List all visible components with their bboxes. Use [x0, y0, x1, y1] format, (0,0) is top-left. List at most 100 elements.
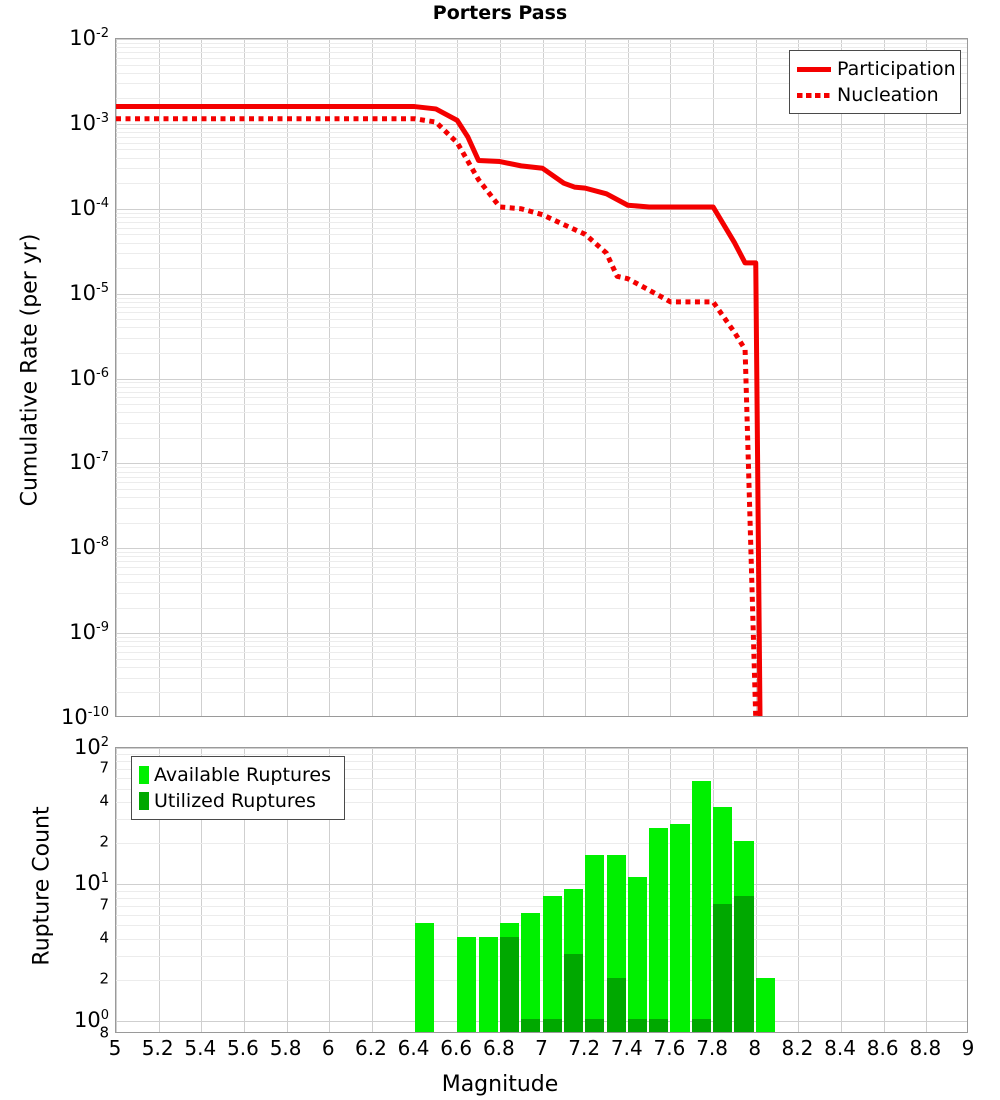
- gridline-horizontal-major: [116, 1021, 967, 1022]
- gridline-horizontal-minor: [116, 692, 967, 693]
- gridline-vertical: [159, 748, 160, 1032]
- gridline-vertical: [415, 39, 416, 716]
- gridline-horizontal-minor: [116, 472, 967, 473]
- legend-label-nucleation: Nucleation: [837, 83, 939, 106]
- x-tick: 7.2: [568, 1036, 601, 1060]
- gridline-horizontal-major: [116, 548, 967, 549]
- legend-label-participation: Participation: [837, 57, 956, 80]
- gridline-horizontal-major: [116, 748, 967, 749]
- gridline-vertical: [756, 748, 757, 1032]
- bar-group[interactable]: [713, 748, 733, 1032]
- x-tick: 6.2: [354, 1036, 387, 1060]
- gridline-horizontal-major: [116, 379, 967, 380]
- gridline-horizontal-minor: [116, 482, 967, 483]
- bar-utilized: [649, 1018, 669, 1032]
- bar-group[interactable]: [585, 748, 605, 1032]
- bar-group[interactable]: [542, 748, 562, 1032]
- gridline-vertical: [244, 39, 245, 716]
- gridline-horizontal-minor: [116, 915, 967, 916]
- bar-utilized: [521, 1018, 541, 1032]
- bottom-y-tick-minor: 8: [99, 1023, 109, 1042]
- bar-group[interactable]: [499, 748, 520, 1032]
- gridline-horizontal-minor: [116, 149, 967, 150]
- x-tick: 6.4: [397, 1036, 430, 1060]
- x-tick: 6.6: [440, 1036, 473, 1060]
- gridline-horizontal-minor: [116, 183, 967, 184]
- bar-utilized: [542, 1018, 562, 1032]
- gridline-horizontal-major: [116, 209, 967, 210]
- bar-group[interactable]: [563, 748, 584, 1032]
- bar-group[interactable]: [457, 748, 477, 1032]
- x-tick: 5.6: [227, 1036, 259, 1060]
- gridline-horizontal-minor: [116, 608, 967, 609]
- bar-group[interactable]: [670, 748, 690, 1032]
- bar-utilized: [563, 953, 584, 1032]
- top-gridlines: [116, 39, 967, 716]
- gridline-vertical: [926, 748, 927, 1032]
- gridline-vertical: [329, 748, 330, 1032]
- gridline-horizontal-minor: [116, 523, 967, 524]
- top-y-tick: 10-7: [69, 450, 109, 475]
- bar-group[interactable]: [414, 748, 434, 1032]
- gridline-horizontal-minor: [116, 646, 967, 647]
- gridline-horizontal-major: [116, 884, 967, 885]
- top-y-tick: 10-4: [69, 195, 109, 220]
- gridline-horizontal-major: [116, 39, 967, 40]
- bar-group[interactable]: [606, 748, 626, 1032]
- bar-group[interactable]: [627, 748, 648, 1032]
- bar-group[interactable]: [649, 748, 669, 1032]
- bar-group[interactable]: [755, 748, 776, 1032]
- bar-group[interactable]: [734, 748, 754, 1032]
- legend-item-nucleation[interactable]: Nucleation: [797, 82, 951, 108]
- gridline-vertical: [116, 39, 117, 716]
- bar-utilized: [713, 903, 733, 1032]
- top-series-layer: [116, 104, 763, 716]
- bottom-y-tick-minor: 2: [99, 969, 109, 988]
- gridline-horizontal-minor: [116, 980, 967, 981]
- gridline-horizontal-minor: [116, 561, 967, 562]
- bottom-panel: Rupture Count 102 101 100 7 4 2 7 4 2 8 Available…: [0, 736, 1000, 1100]
- gridline-horizontal-minor: [116, 467, 967, 468]
- gridline-horizontal-minor: [116, 497, 967, 498]
- bar-group[interactable]: [478, 748, 498, 1032]
- dark-green-square-swatch: [139, 792, 149, 810]
- bar-group[interactable]: [691, 748, 712, 1032]
- gridline-horizontal-minor: [116, 652, 967, 653]
- legend-label-utilized-ruptures: Utilized Ruptures: [154, 789, 316, 812]
- bar-utilized: [627, 1018, 648, 1032]
- gridline-horizontal-minor: [116, 637, 967, 638]
- gridline-vertical: [670, 39, 671, 716]
- gridline-vertical: [585, 39, 586, 716]
- top-y-tick-labels: 10-2 10-3 10-4 10-5 10-6 10-7 10-8 10-9 10-10: [0, 0, 109, 740]
- legend-item-utilized-ruptures[interactable]: Utilized Ruptures: [139, 788, 335, 814]
- gridline-horizontal-minor: [116, 312, 967, 313]
- page-title: Porters Pass: [432, 2, 568, 24]
- gridline-horizontal-minor: [116, 412, 967, 413]
- gridline-vertical: [798, 748, 799, 1032]
- legend-item-participation[interactable]: Participation: [797, 56, 956, 82]
- gridline-horizontal-minor: [116, 906, 967, 907]
- gridline-horizontal-minor: [116, 769, 967, 770]
- bottom-y-tick-minor: 4: [99, 928, 109, 947]
- bar-utilized: [691, 1018, 712, 1032]
- gridline-horizontal-major: [116, 294, 967, 295]
- gridline-horizontal-minor: [116, 898, 967, 899]
- gridline-vertical: [543, 39, 544, 716]
- bar-available: [691, 781, 712, 1032]
- gridline-horizontal-minor: [116, 143, 967, 144]
- gridline-horizontal-minor: [116, 508, 967, 509]
- solid-line-swatch: [797, 66, 831, 72]
- bottom-y-tick-minor: 2: [99, 832, 109, 851]
- gridline-vertical: [457, 748, 458, 1032]
- bar-group[interactable]: [521, 748, 541, 1032]
- top-y-tick: 10-6: [69, 365, 109, 390]
- gridline-horizontal-minor: [116, 891, 967, 892]
- gridline-horizontal-minor: [116, 404, 967, 405]
- gridline-horizontal-minor: [116, 678, 967, 679]
- gridline-horizontal-minor: [116, 392, 967, 393]
- gridline-vertical: [372, 39, 373, 716]
- legend-item-available-ruptures[interactable]: Available Ruptures: [139, 762, 335, 788]
- bar-utilized: [585, 1018, 605, 1032]
- gridline-horizontal-minor: [116, 47, 967, 48]
- bottom-y-tick-labels: 102 101 100 7 4 2 7 4 2 8: [0, 736, 109, 1042]
